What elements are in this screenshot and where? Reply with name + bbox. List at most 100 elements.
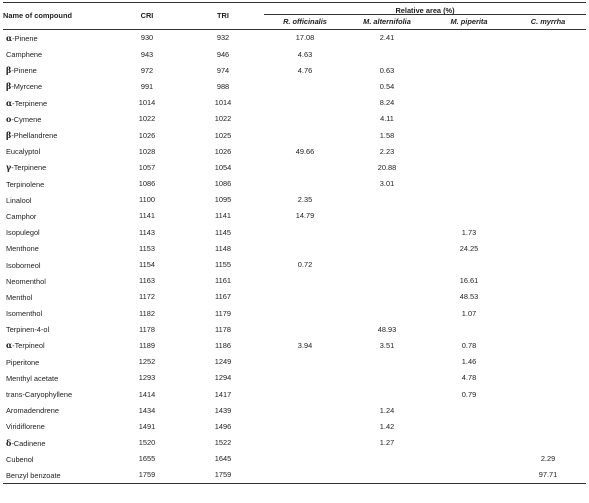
table-row: α-Terpinene 1014 1014 8.24	[3, 95, 586, 111]
r-officinalis-cell	[264, 451, 346, 467]
compound-name: -Cymene	[11, 114, 42, 124]
c-myrrha-cell	[510, 419, 586, 435]
m-piperita-cell	[428, 451, 510, 467]
compound-name-cell: Terpinolene	[3, 176, 112, 192]
m-piperita-cell	[428, 435, 510, 451]
cri-cell: 1100	[139, 195, 155, 205]
r-officinalis-cell	[264, 402, 346, 418]
cri-cell: 1182	[139, 308, 155, 318]
c-myrrha-cell: 2.29	[540, 454, 556, 464]
compound-name-cell: α-Terpineol	[3, 338, 112, 354]
r-officinalis-cell	[264, 354, 346, 370]
table-row: Menthol 1172 1167 48.53	[3, 289, 586, 305]
compound-name: Aromadendrene	[6, 406, 60, 416]
compound-name-cell: Menthone	[3, 240, 112, 256]
m-alternifolia-cell: 2.23	[379, 146, 395, 156]
cri-cell: 930	[140, 33, 154, 43]
compound-prefix: β	[6, 130, 12, 141]
compound-name-cell: Isopulegol	[3, 224, 112, 240]
cri-cell: 1293	[138, 373, 156, 383]
m-piperita-cell: 1.07	[461, 308, 477, 318]
m-alternifolia-cell: 0.63	[379, 65, 395, 75]
compound-name: -Pinene	[12, 33, 38, 43]
m-piperita-cell	[428, 127, 510, 143]
m-alternifolia-cell: 1.42	[379, 421, 395, 431]
r-officinalis-cell	[264, 127, 346, 143]
table-row: Terpinolene 1086 1086 3.01	[3, 176, 586, 192]
tri-cell: 1025	[214, 130, 232, 140]
c-myrrha-cell	[510, 143, 586, 159]
compound-name-cell: o-Cymene	[3, 111, 112, 127]
compound-name-cell: δ-Cadinene	[3, 435, 112, 451]
column-header-species: C. myrrha	[510, 14, 587, 30]
m-alternifolia-cell: 4.11	[380, 114, 394, 124]
cri-cell: 1189	[139, 340, 155, 350]
tri-cell: 1014	[214, 98, 232, 108]
compound-name: Camphor	[6, 211, 37, 221]
m-alternifolia-cell	[346, 305, 428, 321]
m-alternifolia-cell	[346, 192, 428, 208]
m-piperita-cell	[428, 208, 510, 224]
compound-prefix: o	[6, 113, 12, 124]
m-piperita-cell	[428, 160, 510, 176]
m-alternifolia-cell: 0.54	[379, 81, 395, 91]
c-myrrha-cell	[510, 370, 586, 386]
m-piperita-cell	[428, 30, 510, 47]
m-alternifolia-cell	[346, 257, 428, 273]
compound-name-cell: β-Myrcene	[3, 79, 112, 95]
tri-cell: 1178	[215, 324, 231, 334]
cri-cell: 1172	[139, 292, 155, 302]
m-alternifolia-cell: 8.24	[379, 98, 395, 108]
m-piperita-cell	[428, 402, 510, 418]
m-piperita-cell: 24.25	[459, 243, 479, 253]
compound-name-cell: Camphor	[3, 208, 112, 224]
m-alternifolia-cell	[346, 208, 428, 224]
tri-cell: 1179	[215, 308, 231, 318]
compound-name-cell: Viridiflorene	[3, 419, 112, 435]
cri-cell: 1028	[138, 146, 156, 156]
c-myrrha-cell	[510, 257, 586, 273]
c-myrrha-cell	[510, 354, 586, 370]
m-piperita-cell	[428, 176, 510, 192]
m-piperita-cell	[428, 192, 510, 208]
m-piperita-cell	[428, 95, 510, 111]
table-row: o-Cymene 1022 1022 4.11	[3, 111, 586, 127]
m-alternifolia-cell	[346, 289, 428, 305]
compound-prefix: α	[6, 97, 13, 108]
table-row: Isopulegol 1143 1145 1.73	[3, 224, 586, 240]
compound-name-cell: Linalool	[3, 192, 112, 208]
table-row: Camphene 943 946 4.63	[3, 46, 586, 62]
c-myrrha-cell	[510, 224, 586, 240]
tri-cell: 1148	[215, 243, 231, 253]
c-myrrha-cell	[510, 79, 586, 95]
compound-name-cell: Menthyl acetate	[3, 370, 112, 386]
m-piperita-cell	[428, 79, 510, 95]
column-header-name: Name of compound	[3, 2, 112, 30]
compound-name-cell: Cubenol	[3, 451, 112, 467]
compound-name-cell: Neomenthol	[3, 273, 112, 289]
r-officinalis-cell	[264, 305, 346, 321]
compound-name: Menthone	[6, 244, 39, 254]
cri-cell: 1414	[138, 389, 156, 399]
m-piperita-cell	[428, 257, 510, 273]
cri-cell: 972	[140, 65, 154, 75]
tri-cell: 1054	[214, 162, 232, 172]
m-alternifolia-cell	[346, 467, 428, 485]
r-officinalis-cell: 2.35	[297, 195, 313, 205]
r-officinalis-cell	[264, 176, 346, 192]
tri-cell: 1026	[214, 146, 232, 156]
compound-name: Isoborneol	[6, 260, 41, 270]
tri-cell: 1294	[214, 373, 232, 383]
table-row: trans-Caryophyllene 1414 1417 0.79	[3, 386, 586, 402]
r-officinalis-cell	[264, 370, 346, 386]
r-officinalis-cell	[264, 321, 346, 337]
table-row: δ-Cadinene 1520 1522 1.27	[3, 435, 586, 451]
compound-name: Piperitone	[6, 357, 40, 367]
r-officinalis-cell: 17.08	[295, 33, 315, 43]
m-alternifolia-cell: 20.88	[377, 162, 397, 172]
m-piperita-cell: 4.78	[461, 373, 477, 383]
tri-cell: 1155	[215, 260, 231, 270]
compound-name: Terpinolene	[6, 179, 45, 189]
m-piperita-cell: 48.53	[459, 292, 479, 302]
compound-name-cell: α-Terpinene	[3, 95, 112, 111]
